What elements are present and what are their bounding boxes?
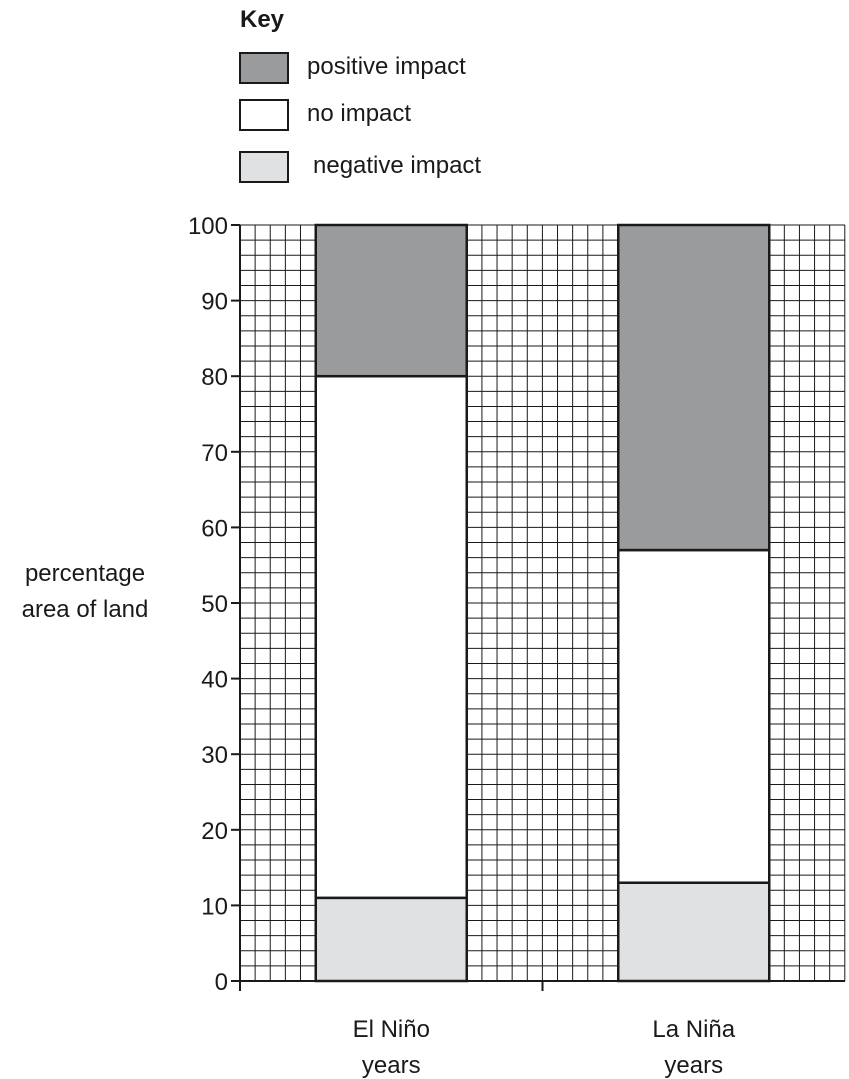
y-tick-label-20: 20 bbox=[201, 818, 228, 845]
legend-label-positive: positive impact bbox=[307, 53, 466, 80]
legend-swatch-negative bbox=[239, 151, 289, 183]
bar-1-negative-impact bbox=[617, 881, 771, 983]
y-tick-label-60: 60 bbox=[201, 515, 228, 542]
legend: Key positive impact no impact negative i… bbox=[237, 0, 637, 195]
x-tick-label-1-1: years bbox=[664, 1052, 723, 1079]
y-axis-label-line-2: area of land bbox=[21, 596, 149, 623]
legend-swatch-positive bbox=[239, 52, 289, 84]
y-tick-label-90: 90 bbox=[201, 289, 228, 316]
y-tick-label-30: 30 bbox=[201, 742, 228, 769]
legend-label-negative: negative impact bbox=[313, 152, 482, 179]
y-tick-label-70: 70 bbox=[201, 440, 228, 467]
bar-0-negative-impact bbox=[314, 896, 468, 983]
bar-1-no-impact bbox=[617, 548, 771, 884]
y-axis-label-line-1: percentage bbox=[24, 560, 146, 587]
y-tick-label-100: 100 bbox=[188, 213, 228, 240]
bar-0-no-impact bbox=[314, 374, 468, 900]
legend-item-no-impact: no impact bbox=[237, 97, 637, 139]
y-tick-label-80: 80 bbox=[201, 364, 228, 391]
legend-swatch-none bbox=[239, 99, 289, 131]
bar-1-positive-impact bbox=[617, 223, 771, 552]
y-tick-label-50: 50 bbox=[201, 591, 228, 618]
legend-item-negative-impact: negative impact bbox=[237, 149, 637, 191]
x-tick-label-0-1: years bbox=[362, 1052, 421, 1079]
bar-0-positive-impact bbox=[314, 223, 468, 378]
legend-item-positive-impact: positive impact bbox=[237, 50, 637, 92]
y-tick-label-40: 40 bbox=[201, 667, 228, 694]
x-tick-label-1-0: La Niña bbox=[652, 1016, 735, 1043]
y-axis-label: percentage area of land bbox=[6, 556, 164, 628]
legend-title: Key bbox=[240, 6, 285, 33]
y-tick-label-0: 0 bbox=[215, 969, 228, 996]
y-tick-label-10: 10 bbox=[201, 893, 228, 920]
x-tick-label-0-0: El Niño bbox=[353, 1016, 430, 1043]
legend-label-none: no impact bbox=[307, 100, 412, 127]
